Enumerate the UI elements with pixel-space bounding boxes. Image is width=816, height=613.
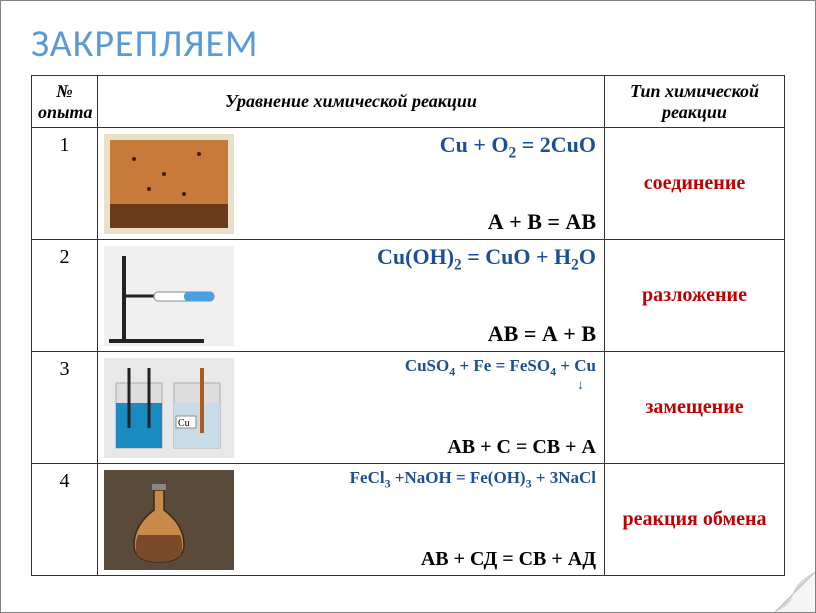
- row-number: 1: [32, 128, 98, 240]
- reaction-type: реакция обмена: [605, 464, 785, 576]
- experiment-thumb-1: [104, 134, 234, 234]
- slide: ЗАКРЕПЛЯЕМ № опыта Уравнение химической …: [1, 1, 815, 612]
- reaction-type: замещение: [605, 352, 785, 464]
- generic-equation: А + В = АВ: [488, 209, 596, 235]
- equation-cell: FeCl3 +NaOH = Fe(OH)3 + 3NaCl АВ + СД = …: [98, 464, 605, 576]
- reaction-type: разложение: [605, 240, 785, 352]
- experiment-thumb-4: [104, 470, 234, 570]
- chem-equation: CuSO4 + Fe = FeSO4 + Cu: [405, 356, 596, 379]
- chem-equation: Cu + O2 = 2CuO: [440, 132, 596, 162]
- table-row: 2 Cu(OH)2 = CuO + H2O: [32, 240, 785, 352]
- generic-equation: АВ + СД = СВ + АД: [421, 548, 596, 571]
- equation-cell: Cu CuSO4 + Fe = FeSO4 + Cu ↓ АВ + С = СВ…: [98, 352, 605, 464]
- svg-text:Cu: Cu: [178, 418, 190, 429]
- generic-equation: АВ + С = СВ + А: [447, 436, 596, 459]
- chem-equation: FeCl3 +NaOH = Fe(OH)3 + 3NaCl: [350, 468, 596, 491]
- equation-cell: Cu + O2 = 2CuO А + В = АВ: [98, 128, 605, 240]
- page-curl-icon: [775, 572, 815, 612]
- arrow-down-icon: ↓: [577, 378, 584, 394]
- experiment-thumb-3: Cu: [104, 358, 234, 458]
- row-number: 2: [32, 240, 98, 352]
- chem-equation: Cu(OH)2 = CuO + H2O: [377, 244, 596, 274]
- row-number: 3: [32, 352, 98, 464]
- header-num: № опыта: [32, 76, 98, 128]
- generic-equation: АВ = А + В: [488, 321, 596, 347]
- experiment-thumb-2: [104, 246, 234, 346]
- table-row: 3 Cu: [32, 352, 785, 464]
- row-number: 4: [32, 464, 98, 576]
- equation-cell: Cu(OH)2 = CuO + H2O АВ = А + В: [98, 240, 605, 352]
- header-type: Тип химической реакции: [605, 76, 785, 128]
- table-row: 4 FeCl3 +NaOH = Fe(OH)3 + 3NaCl АВ + СД …: [32, 464, 785, 576]
- header-equation: Уравнение химической реакции: [98, 76, 605, 128]
- slide-title: ЗАКРЕПЛЯЕМ: [31, 21, 785, 67]
- reaction-type: соединение: [605, 128, 785, 240]
- table-row: 1: [32, 128, 785, 240]
- reactions-table: № опыта Уравнение химической реакции Тип…: [31, 75, 785, 576]
